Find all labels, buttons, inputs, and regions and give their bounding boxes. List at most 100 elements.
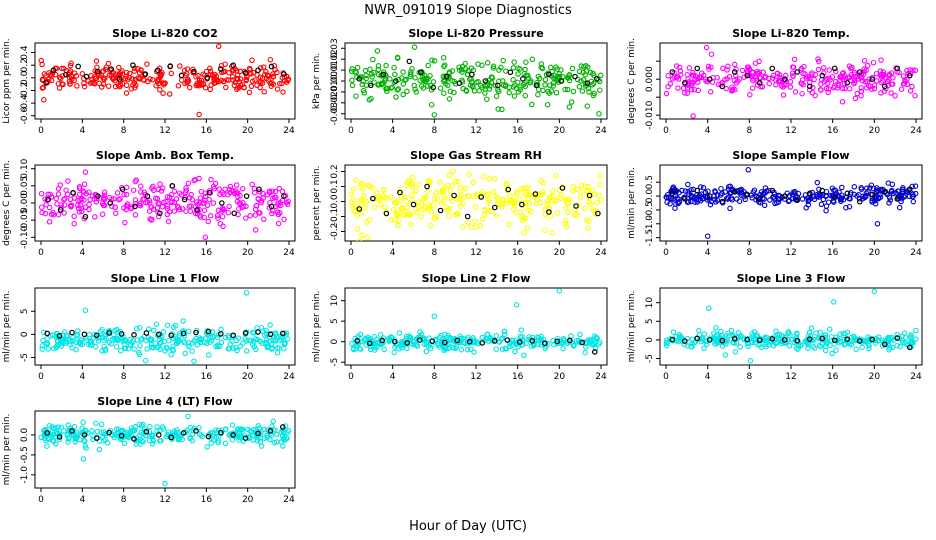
data-point (208, 176, 214, 183)
hourly-mean-point (43, 80, 49, 86)
data-point (878, 188, 884, 194)
hourly-mean-point (178, 72, 185, 79)
hourly-mean-point (356, 76, 363, 82)
data-point (720, 65, 726, 72)
data-point (551, 341, 557, 348)
hourly-mean-point (491, 204, 498, 211)
data-point (100, 68, 107, 74)
data-point (108, 341, 115, 347)
y-tick-label: 0 (20, 331, 30, 337)
data-point (566, 196, 572, 203)
data-point (138, 189, 144, 195)
hourly-mean-point (731, 335, 738, 342)
data-point (251, 189, 258, 196)
data-point (274, 350, 281, 356)
x-tick-label: 16 (512, 248, 524, 258)
data-point (65, 178, 71, 184)
x-tick-label: 0 (348, 372, 354, 382)
series-points (348, 168, 604, 241)
data-point (207, 213, 214, 219)
hourly-mean-point (559, 185, 566, 191)
data-point (393, 200, 400, 206)
data-point (391, 207, 397, 213)
hourly-mean-point (230, 432, 237, 438)
data-point (896, 204, 903, 211)
data-point (518, 186, 525, 192)
series-points (38, 413, 292, 487)
data-point (451, 78, 457, 85)
data-point (549, 188, 556, 194)
outlier-point (747, 358, 754, 364)
data-point (181, 340, 188, 346)
data-point (791, 56, 798, 63)
data-point (226, 70, 232, 76)
data-point (45, 346, 52, 352)
data-point (594, 199, 600, 206)
data-point (56, 74, 63, 81)
data-point (542, 345, 548, 352)
data-point (221, 191, 227, 198)
data-point (454, 210, 460, 217)
data-point (815, 66, 822, 73)
data-point (201, 200, 207, 206)
data-point (263, 339, 269, 346)
data-point (162, 80, 168, 86)
data-point (162, 348, 168, 354)
hourly-mean-point (479, 340, 486, 346)
data-point (826, 326, 833, 333)
data-point (763, 343, 769, 350)
hourly-mean-point (819, 72, 826, 79)
data-point (99, 326, 105, 333)
data-point (238, 426, 245, 433)
data-point (887, 345, 893, 351)
data-point (53, 441, 59, 447)
data-point (526, 200, 533, 207)
data-point (123, 202, 130, 209)
data-point (430, 202, 437, 209)
data-point (198, 336, 204, 342)
data-point (356, 204, 363, 210)
hourly-mean-point (107, 200, 114, 206)
data-point (689, 80, 695, 87)
data-point (86, 331, 93, 338)
data-point (544, 101, 551, 108)
outlier-point (431, 112, 438, 118)
data-point (136, 69, 143, 76)
data-point (160, 90, 166, 96)
y-tick-label: 5 (645, 318, 655, 324)
data-point (138, 423, 145, 429)
hourly-mean-point (230, 62, 237, 69)
data-point (387, 194, 394, 200)
hourly-mean-point (819, 187, 826, 194)
data-point (249, 78, 256, 85)
data-point (535, 91, 541, 98)
data-point (122, 75, 129, 82)
data-point (174, 427, 180, 433)
data-point (409, 192, 415, 198)
data-point (230, 188, 236, 195)
data-point (202, 339, 208, 346)
data-point (112, 83, 119, 90)
hourly-mean-point (516, 339, 523, 345)
data-point (409, 197, 416, 203)
data-point (473, 79, 480, 86)
data-point (861, 57, 868, 64)
data-point (81, 189, 87, 195)
data-point (218, 63, 225, 69)
data-point (367, 66, 373, 73)
data-point (885, 334, 892, 341)
data-point (904, 67, 910, 74)
data-point (46, 204, 53, 211)
data-point (517, 209, 523, 215)
hourly-mean-point (379, 337, 386, 344)
data-point (176, 190, 183, 196)
data-point (787, 79, 794, 85)
data-point (895, 188, 902, 194)
data-point (76, 339, 82, 346)
data-point (696, 193, 702, 200)
data-point (267, 56, 274, 63)
data-point (686, 65, 693, 71)
hourly-mean-point (681, 338, 688, 344)
series-points (663, 167, 919, 239)
hourly-mean-point (81, 432, 88, 438)
